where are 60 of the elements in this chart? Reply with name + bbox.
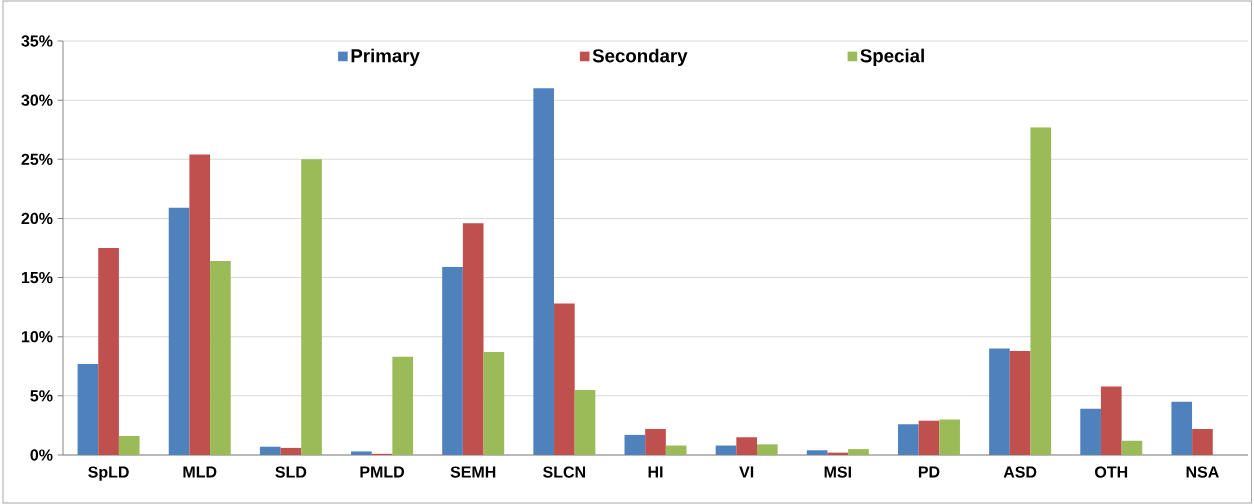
x-tick-label: SEMH [450, 466, 496, 478]
bar [645, 428, 666, 455]
x-tick-label: SLD [275, 466, 307, 478]
x-tick-label: HI [648, 466, 663, 478]
bar [189, 154, 211, 455]
x-tick-label: NSA [1186, 466, 1219, 478]
bar [98, 248, 119, 455]
y-tick-label: 35% [21, 35, 53, 47]
bar [1192, 428, 1213, 455]
x-tick-label: SLCN [543, 466, 586, 478]
bar [77, 363, 99, 455]
bar [715, 445, 737, 455]
bar [756, 444, 778, 455]
bar [168, 207, 190, 455]
x-tick-label: OTH [1095, 466, 1128, 478]
bar [210, 261, 231, 455]
y-tick-label: 30% [21, 94, 53, 106]
bar [1100, 386, 1122, 455]
legend-label: Secondary [592, 48, 688, 67]
y-tick-label: 0% [30, 449, 53, 461]
bar [462, 223, 484, 455]
legend-label: Special [860, 48, 924, 67]
bar [665, 445, 687, 455]
bar [533, 88, 555, 455]
x-tick-label: MSI [824, 466, 851, 478]
bar [442, 266, 463, 455]
bar [806, 450, 828, 455]
bar [624, 434, 646, 455]
bar [1171, 401, 1193, 455]
bar [918, 420, 940, 455]
x-tick-label: PD [918, 466, 940, 478]
y-tick-label: 5% [30, 390, 53, 402]
x-tick-label: SpLD [88, 466, 129, 481]
bar [392, 356, 414, 455]
x-tick-label: PMLD [360, 466, 405, 478]
y-tick-label: 10% [21, 331, 53, 343]
bar [118, 436, 140, 455]
bar [848, 449, 869, 455]
x-tick-label: MLD [183, 466, 217, 478]
bar [939, 419, 960, 455]
bar [1009, 350, 1031, 455]
x-tick-label: VI [739, 466, 754, 478]
y-tick-label: 15% [21, 271, 53, 284]
bar [1121, 440, 1143, 455]
y-tick-label: 20% [21, 212, 53, 225]
bar [989, 348, 1010, 455]
bar [483, 352, 505, 455]
bar [259, 446, 281, 455]
bar [351, 451, 372, 455]
y-tick-label: 25% [21, 153, 53, 165]
bar [301, 159, 322, 455]
bar [280, 447, 302, 455]
bar [897, 424, 919, 455]
bar [1080, 408, 1101, 455]
bar [554, 303, 575, 455]
legend-label: Primary [351, 48, 420, 67]
bar [574, 389, 596, 455]
bar [1030, 127, 1052, 455]
bar [736, 437, 757, 455]
x-tick-label: ASD [1003, 466, 1037, 478]
